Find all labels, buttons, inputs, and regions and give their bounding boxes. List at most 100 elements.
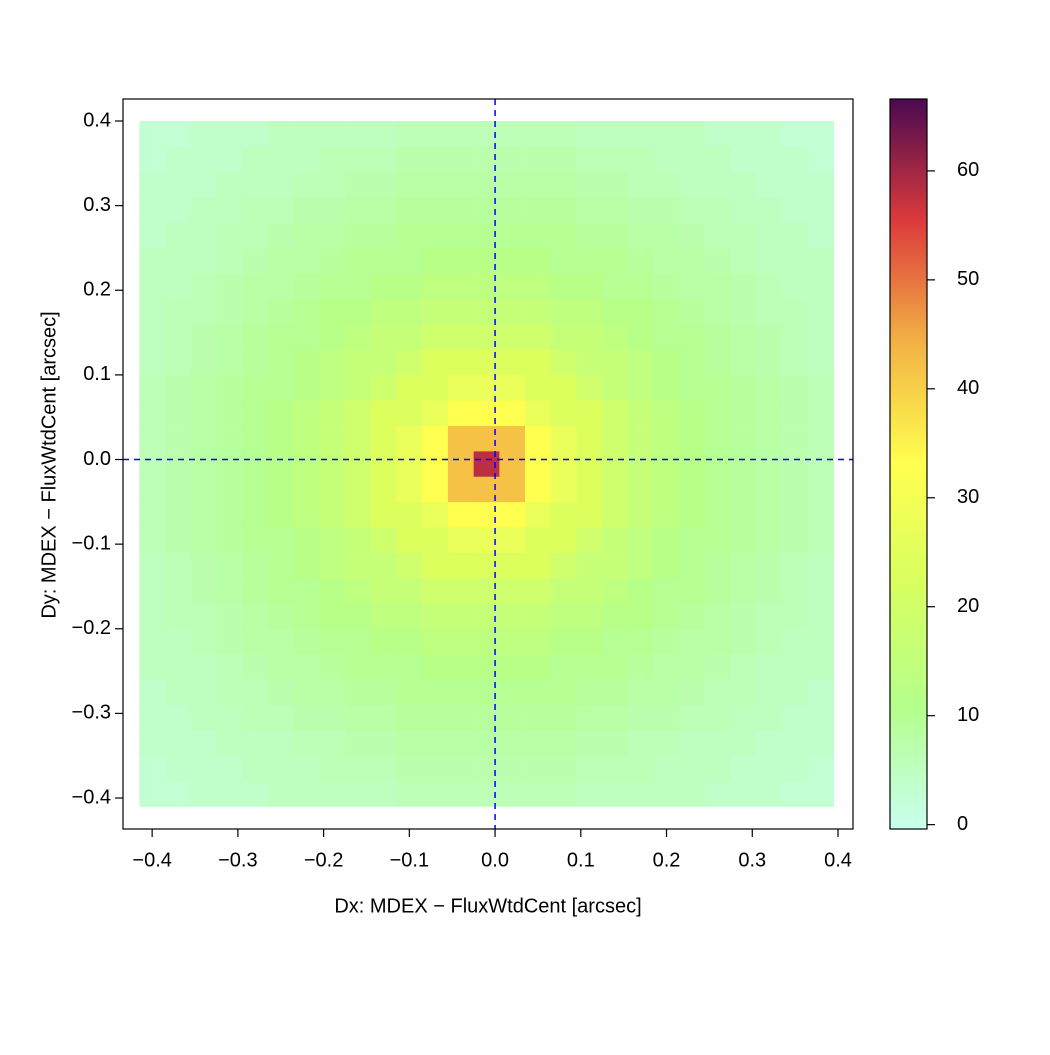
colorbar-tick-label: 20 (957, 595, 979, 617)
heatmap-cell (627, 501, 654, 528)
x-tick-label: −0.3 (218, 849, 257, 871)
heatmap-cell (447, 324, 474, 350)
heatmap-cell (190, 273, 217, 300)
heatmap-cell (525, 374, 552, 401)
heatmap-cell (550, 425, 577, 452)
heatmap-cell (345, 730, 372, 757)
heatmap-cell (756, 755, 783, 782)
heatmap-cell (370, 501, 397, 528)
heatmap-cell (730, 501, 757, 528)
heatmap-cell (807, 730, 835, 757)
heatmap-cell (242, 679, 269, 706)
heatmap-cell (139, 679, 166, 706)
heatmap-cell (807, 501, 835, 528)
heatmap-cell (653, 298, 680, 325)
heatmap-cell (345, 527, 372, 553)
heatmap-cell (653, 704, 680, 731)
heatmap-cell (216, 781, 243, 807)
heatmap-cell (525, 704, 552, 731)
heatmap-cell (679, 577, 706, 604)
heatmap-cell (190, 121, 217, 147)
heatmap-cell (705, 527, 732, 553)
heatmap-cell (550, 476, 577, 503)
heatmap-cell (679, 552, 706, 579)
heatmap-cell (499, 603, 526, 630)
y-tick-label: 0.4 (83, 109, 111, 131)
heatmap-cell (653, 400, 680, 426)
heatmap-cell (319, 552, 346, 579)
heatmap-cell (653, 679, 680, 706)
heatmap-cell (602, 400, 629, 426)
heatmap-cell (370, 247, 397, 274)
heatmap-cell (242, 654, 269, 680)
heatmap-cell (525, 654, 552, 680)
x-tick-label: 0.2 (653, 849, 681, 871)
heatmap-cell (190, 171, 217, 198)
heatmap-cell (190, 501, 217, 528)
heatmap-cell (576, 425, 603, 452)
heatmap-cell (756, 146, 783, 173)
heatmap-cell (190, 298, 217, 325)
heatmap-cell (319, 755, 346, 782)
heatmap-cell (190, 730, 217, 757)
heatmap-cell (653, 197, 680, 223)
heatmap-cell (396, 527, 423, 553)
colorbar-tick-label: 0 (957, 813, 968, 835)
heatmap-cell (756, 476, 783, 503)
heatmap-cell (422, 476, 449, 503)
heatmap-cell (447, 552, 474, 579)
heatmap-cell (242, 247, 269, 274)
heatmap-cell (602, 324, 629, 350)
heatmap-cell (165, 171, 192, 198)
heatmap-cell (525, 628, 552, 655)
heatmap-cell (782, 146, 809, 173)
heatmap-cell (550, 501, 577, 528)
heatmap-cell (293, 400, 320, 426)
heatmap-cell (319, 425, 346, 452)
heatmap-cell (396, 298, 423, 325)
heatmap-cell (782, 527, 809, 553)
heatmap-cell (550, 298, 577, 325)
heatmap-cell (525, 451, 552, 477)
heatmap-cell (216, 349, 243, 376)
heatmap-cell (267, 704, 294, 731)
heatmap-cell (319, 501, 346, 528)
heatmap-cell (396, 730, 423, 757)
heatmap-cell (679, 781, 706, 807)
heatmap-cell (576, 476, 603, 503)
heatmap-cell (422, 552, 449, 579)
heatmap-cell (422, 222, 449, 249)
heatmap-cell (447, 400, 474, 426)
heatmap-cell (576, 298, 603, 325)
heatmap-cell (602, 730, 629, 757)
heatmap-cell (345, 654, 372, 680)
heatmap-cell (216, 654, 243, 680)
heatmap-cell (653, 527, 680, 553)
heatmap-cell (627, 755, 654, 782)
heatmap-cell (756, 552, 783, 579)
heatmap-cell (705, 197, 732, 223)
heatmap-cell (267, 425, 294, 452)
heatmap-cell (242, 222, 269, 249)
heatmap-cell (396, 222, 423, 249)
heatmap-cell (576, 273, 603, 300)
heatmap-cell (190, 527, 217, 553)
heatmap-cell (679, 349, 706, 376)
heatmap-cell (216, 476, 243, 503)
heatmap-cell (499, 425, 526, 452)
heatmap-cell (345, 298, 372, 325)
heatmap-cell (396, 781, 423, 807)
heatmap-cell (242, 273, 269, 300)
heatmap-cell (216, 552, 243, 579)
heatmap-cell (319, 146, 346, 173)
heatmap-cell (422, 349, 449, 376)
heatmap-cell (807, 451, 835, 477)
heatmap-cell (550, 781, 577, 807)
heatmap-cell (627, 247, 654, 274)
heatmap-cell (602, 171, 629, 198)
heatmap-cell (756, 349, 783, 376)
heatmap-cell (165, 730, 192, 757)
heatmap-cell (653, 577, 680, 604)
heatmap-cell (576, 171, 603, 198)
heatmap-cell (627, 197, 654, 223)
